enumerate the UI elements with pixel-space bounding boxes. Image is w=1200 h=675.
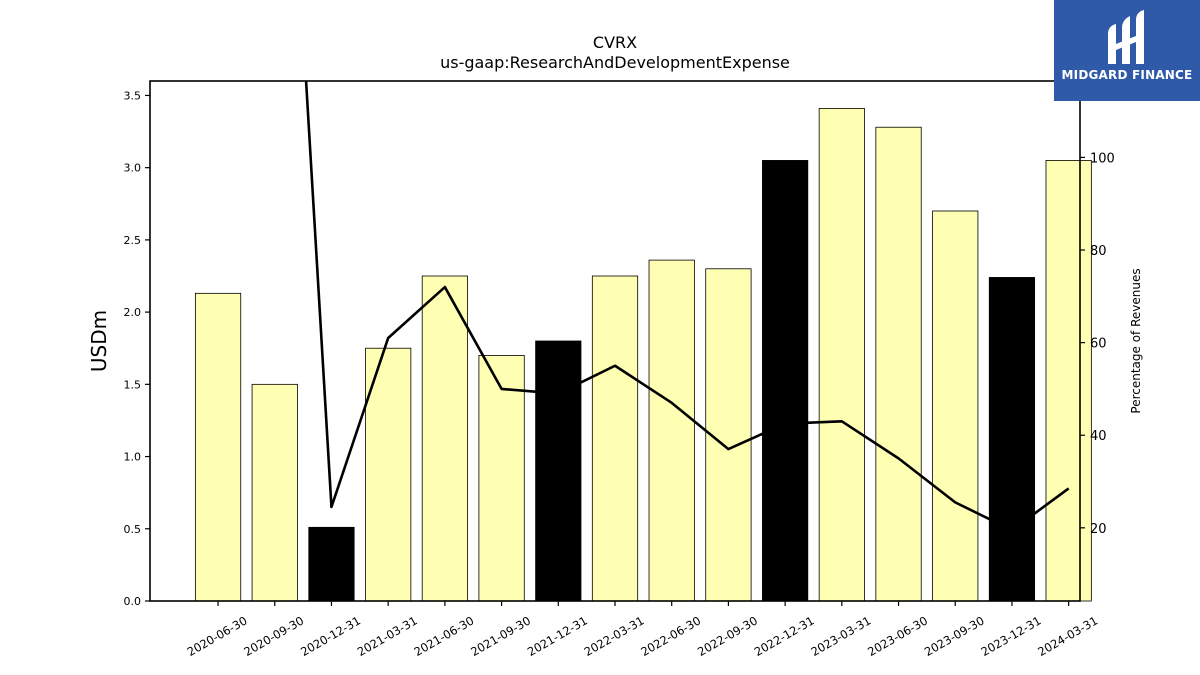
bar [988,277,1036,602]
x-tick-label: 2021-09-30 [468,613,533,659]
x-tick-label: 2020-09-30 [241,613,306,659]
brand-logo: MIDGARD FINANCE [1054,0,1200,101]
bar [421,275,468,602]
y-tick-label: 2.0 [124,306,142,319]
series-line [304,81,1070,532]
bar [705,268,752,602]
y2-tick-label: 40 [1090,429,1107,444]
bar [1045,160,1092,602]
x-tick-label: 2023-03-31 [808,613,873,659]
midgard-logo-icon [1108,10,1144,64]
chart-title: CVRX [593,33,637,52]
bar [478,355,525,602]
x-tick-label: 2021-12-31 [525,613,590,659]
y2-tick-label: 20 [1090,522,1107,537]
plot-area: 0.0 0.5 1.0 1.5 2.0 2.5 3.0 3.5 20 40 60 80 100 2020-… [124,80,1115,659]
bar [365,347,412,602]
x-tick-label: 2022-09-30 [695,613,760,659]
x-tick-label: 2022-12-31 [752,613,817,659]
y2-axis-label: Percentage of Revenues [1129,268,1143,413]
bar [194,292,242,602]
y-tick-label: 3.5 [124,89,142,102]
x-tick-label: 2021-03-31 [355,613,420,659]
bar [932,210,979,602]
x-tick-label: 2023-06-30 [865,613,930,659]
bar [251,383,298,602]
bar [818,108,865,602]
bar [535,340,582,602]
y2-tick-label: 80 [1090,244,1107,259]
bar [648,259,695,602]
y-tick-label: 3.0 [124,162,142,175]
y-axis-label: USDm [87,310,111,372]
x-tick-label: 2020-06-30 [185,613,250,659]
x-tick-label: 2022-06-30 [638,613,703,659]
logo-text: MIDGARD FINANCE [1061,68,1193,82]
bar [591,275,639,602]
y-tick-label: 0.5 [124,523,142,536]
y-tick-label: 1.0 [124,451,142,464]
x-tick-label: 2021-06-30 [411,613,476,659]
bar [762,160,809,602]
y-tick-label: 2.5 [124,234,142,247]
x-tick-label: 2023-09-30 [922,613,987,659]
x-tick-label: 2024-03-31 [1035,613,1100,659]
y-tick-label: 0.0 [124,595,142,608]
bar [875,126,922,602]
x-tick-label: 2020-12-31 [298,613,363,659]
y2-tick-label: 60 [1090,337,1107,352]
y2-tick-label: 100 [1090,151,1115,166]
bar [308,526,355,602]
chart-subtitle: us-gaap:ResearchAndDevelopmentExpense [440,53,790,72]
x-tick-label: 2022-03-31 [582,613,647,659]
x-tick-label: 2023-12-31 [979,613,1044,659]
y-tick-label: 1.5 [124,378,142,391]
